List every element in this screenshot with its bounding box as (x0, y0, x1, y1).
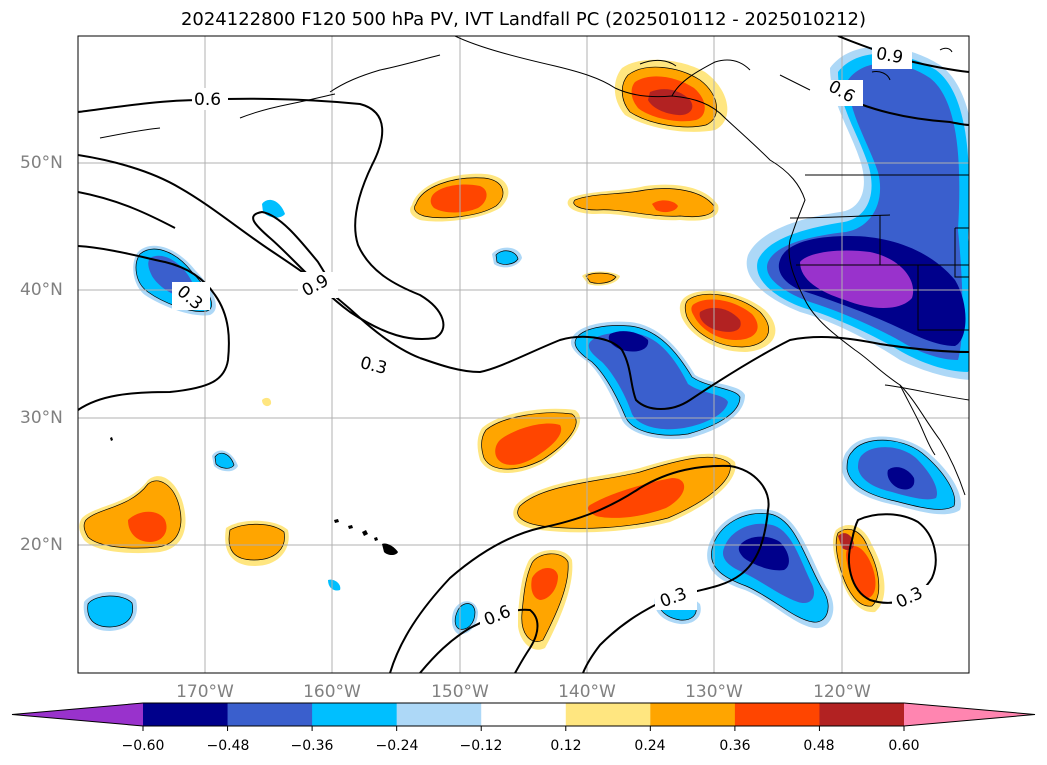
colorbar-tick-label: −0.60 (121, 738, 165, 754)
lat-label-50n: 50°N (20, 153, 63, 173)
colorbar-tick-label: 0.60 (888, 738, 920, 754)
contour-label-bg (172, 45, 932, 628)
positive-anomaly-west-a (79, 476, 186, 554)
lon-label-170w: 170°W (176, 682, 234, 702)
colorbar-segment (396, 703, 482, 726)
colorbar (11, 702, 1036, 731)
colorbar-tick-label: 0.48 (803, 738, 835, 754)
positive-anomaly-north-pacific-a (410, 173, 509, 222)
colorbar-tick-label: −0.48 (206, 738, 250, 754)
negative-anomaly-central-pacific (570, 321, 745, 440)
colorbar-segment (143, 703, 229, 726)
positive-anomaly-north-pacific-b (567, 184, 719, 221)
anomaly-outlines (83, 66, 956, 642)
gridlines (78, 36, 969, 673)
colorbar-tick-label: −0.12 (459, 738, 503, 754)
colorbar-segment (565, 703, 651, 726)
positive-anomaly-south-a (517, 550, 573, 650)
state-borders (789, 174, 969, 401)
colorbar-segment (481, 703, 567, 726)
lon-label-160w: 160°W (303, 682, 361, 702)
positive-anomaly-west-b (225, 520, 289, 566)
colorbar-extend-high (904, 703, 1035, 726)
negative-anomaly-south-central (707, 509, 834, 629)
colorbar-tick-label: −0.24 (375, 738, 419, 754)
coastlines (99, 36, 966, 496)
negative-anomaly-southeast (842, 436, 961, 515)
colorbar-segment (650, 703, 736, 726)
lon-label-150w: 150°W (431, 682, 489, 702)
positive-anomaly-central-pacific (679, 290, 776, 352)
lat-label-40n: 40°N (20, 280, 63, 300)
lat-label-30n: 30°N (20, 408, 63, 428)
positive-anomaly-alaska (614, 59, 728, 132)
contour-label: 0.6 (194, 90, 222, 110)
lon-label-130w: 130°W (685, 682, 743, 702)
map-title: 2024122800 F120 500 hPa PV, IVT Landfall… (180, 9, 867, 30)
map-area (78, 36, 969, 673)
colorbar-extend-low (12, 703, 143, 726)
lon-label-120w: 120°W (813, 682, 871, 702)
colorbar-tick-label: −0.36 (290, 738, 334, 754)
negative-anomaly-pacific-northwest (746, 46, 969, 380)
positive-anomaly-speck (262, 397, 272, 407)
colorbar-tick-label: 0.24 (634, 738, 666, 754)
lon-label-140w: 140°W (558, 682, 616, 702)
colorbar-segment (312, 703, 398, 726)
positive-anomaly-subtropic-a (477, 408, 581, 473)
colorbar-segment (819, 703, 905, 726)
lat-label-20n: 20°N (20, 535, 63, 555)
colorbar-segment (227, 703, 313, 726)
islands (110, 437, 398, 555)
positive-anomaly-small-a (582, 271, 620, 286)
colorbar-tick-label: 0.36 (719, 738, 751, 754)
colorbar-tick-label: 0.12 (550, 738, 582, 754)
colorbar-segment (734, 703, 820, 726)
map-frame (77, 35, 970, 674)
